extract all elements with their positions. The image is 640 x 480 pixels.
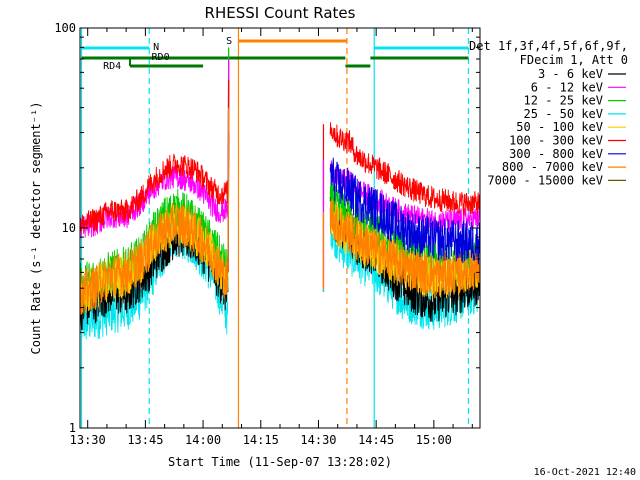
annotation-n: N <box>153 42 159 53</box>
y-tick-label: 100 <box>54 21 76 35</box>
annotation-rd0: RD0 <box>152 52 170 63</box>
x-axis-ticks: 13:30 13:45 14:00 14:15 14:30 14:45 15:00 <box>70 28 473 447</box>
legend-label: 25 - 50 keV <box>524 107 603 121</box>
chart-title: RHESSI Count Rates <box>205 4 356 22</box>
x-tick-label: 15:00 <box>416 433 452 447</box>
x-tick-label: 13:30 <box>70 433 106 447</box>
legend-header-line-2: FDecim 1, Att 0 <box>520 53 628 67</box>
legend-header-line-1: Det 1f,3f,4f,5f,6f,9f, <box>469 39 628 53</box>
x-axis-label: Start Time (11-Sep-07 13:28:02) <box>168 455 392 469</box>
y-axis-label: Count Rate (s⁻¹ detector segment⁻¹) <box>29 102 43 355</box>
x-tick-label: 14:15 <box>243 433 279 447</box>
status-bars <box>81 39 469 68</box>
legend-label: 100 - 300 keV <box>509 134 603 148</box>
legend-label: 800 - 7000 keV <box>502 160 603 174</box>
x-tick-label: 13:45 <box>127 433 163 447</box>
vertical-markers <box>80 28 470 428</box>
legend-label: 12 - 25 keV <box>524 94 603 108</box>
annotation-rd4: RD4 <box>103 61 121 72</box>
annotation-s: S <box>226 36 232 47</box>
series-line <box>79 198 481 316</box>
legend-label: 6 - 12 keV <box>531 80 603 94</box>
x-tick-label: 14:30 <box>300 433 336 447</box>
x-tick-label: 14:00 <box>185 433 221 447</box>
y-tick-label: 10 <box>62 221 76 235</box>
series-line <box>79 122 481 236</box>
legend: Det 1f,3f,4f,5f,6f,9f, FDecim 1, Att 0 3… <box>469 39 628 187</box>
x-tick-label: 14:45 <box>358 433 394 447</box>
series-line <box>329 157 481 265</box>
y-axis-ticks: 1 10 100 <box>54 21 480 435</box>
series-lines <box>79 47 481 340</box>
legend-label: 50 - 100 keV <box>516 120 603 134</box>
legend-label: 300 - 800 keV <box>509 147 603 161</box>
y-tick-label: 1 <box>69 421 76 435</box>
spike-mark <box>227 107 230 273</box>
timestamp: 16-Oct-2021 12:40 <box>534 467 636 478</box>
legend-label: 7000 - 15000 keV <box>487 173 603 187</box>
legend-label: 3 - 6 keV <box>538 67 603 81</box>
